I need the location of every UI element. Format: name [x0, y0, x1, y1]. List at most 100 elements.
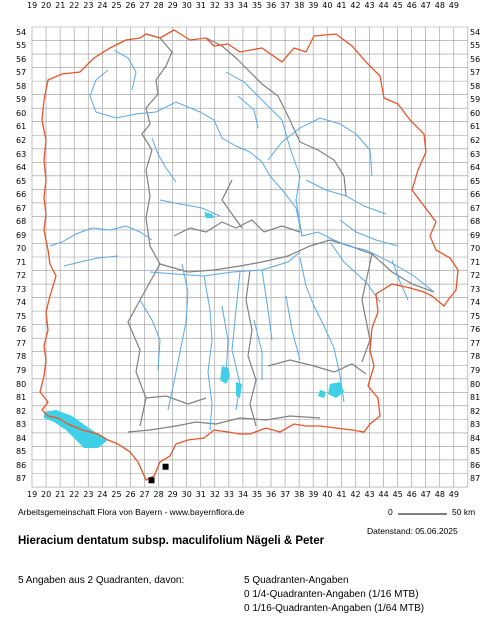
y-axis-label: 81	[16, 393, 27, 403]
x-axis-label: 43	[364, 490, 375, 499]
x-axis-label: 46	[406, 490, 417, 499]
x-axis-label: 34	[237, 1, 249, 10]
y-axis-label: 74	[16, 298, 27, 308]
x-axis-label: 39	[308, 490, 319, 499]
x-axis-label: 22	[69, 1, 80, 10]
y-axis-label: 55	[16, 41, 27, 51]
x-axis-label: 28	[153, 490, 164, 499]
x-axis-label: 42	[350, 490, 361, 499]
y-axis-label: 69	[470, 230, 481, 240]
x-axis-label: 45	[392, 1, 403, 10]
y-axis-label: 78	[16, 352, 27, 362]
y-axis-label: 77	[16, 338, 27, 348]
y-axis-label: 84	[470, 433, 481, 443]
x-axis-label: 35	[251, 1, 263, 10]
data-date: Datenstand: 05.06.2025	[367, 526, 458, 536]
occurrence-markers	[148, 463, 169, 484]
y-axis-label: 83	[470, 420, 481, 430]
y-axis-label: 79	[470, 366, 481, 375]
x-axis-label: 27	[139, 490, 150, 499]
quadrant-count: 5 Quadranten-Angaben	[244, 575, 349, 586]
credit-text: Arbeitsgemeinschaft Flora von Bayern - w…	[18, 507, 245, 517]
y-axis-label: 66	[470, 190, 481, 200]
y-axis-label: 78	[470, 352, 481, 362]
x-axis-label: 24	[97, 1, 108, 10]
x-axis-label: 36	[266, 490, 277, 499]
y-axis-label: 65	[470, 176, 481, 186]
y-axis-label: 80	[16, 379, 27, 389]
x-axis-label: 37	[280, 1, 291, 10]
occurrence-marker	[148, 477, 155, 484]
x-axis-label: 44	[378, 1, 389, 10]
x-axis-label: 46	[406, 1, 417, 10]
x-axis-label: 40	[322, 490, 333, 499]
x-axis-label: 40	[322, 1, 333, 10]
y-axis-label: 82	[470, 406, 481, 416]
y-axis-label: 77	[470, 338, 481, 348]
y-axis-label: 68	[16, 217, 27, 227]
y-axis-label: 79	[16, 366, 27, 375]
y-axis-label: 75	[470, 311, 481, 321]
y-axis-label: 55	[470, 41, 481, 51]
y-axis-label: 85	[16, 447, 27, 457]
x-axis-label: 48	[434, 1, 445, 10]
y-axis-label: 56	[470, 54, 481, 64]
y-axis-label: 62	[16, 136, 27, 145]
x-axis-label: 23	[83, 1, 94, 10]
x-axis-label: 47	[420, 490, 431, 499]
y-axis-label: 59	[470, 95, 481, 105]
y-axis-label: 64	[16, 163, 27, 173]
y-axis-label: 61	[16, 122, 27, 132]
y-axis-label: 72	[470, 271, 481, 281]
y-axis-label: 84	[16, 433, 27, 443]
x-axis-label: 27	[139, 1, 150, 10]
x-axis-label: 24	[97, 490, 108, 499]
x-axis-label: 39	[308, 1, 319, 10]
y-axis-label: 62	[470, 136, 481, 145]
y-axis-label: 57	[470, 68, 481, 78]
x-axis-label: 41	[336, 1, 347, 10]
scale-start-label: 0	[388, 507, 393, 517]
x-axis-label: 20	[41, 490, 52, 499]
x-axis-label: 33	[223, 490, 235, 499]
quarter-quadrant-count: 0 1/4-Quadranten-Angaben (1/16 MTB)	[244, 589, 419, 600]
x-axis-label: 42	[350, 1, 361, 10]
y-axis-label: 85	[470, 447, 481, 457]
y-axis-label: 66	[16, 190, 27, 200]
y-axis-label: 58	[16, 81, 27, 91]
x-axis-label: 28	[153, 1, 164, 10]
y-axis-label: 65	[16, 176, 27, 186]
x-axis-label: 32	[209, 490, 220, 499]
x-axis-label: 45	[392, 490, 403, 499]
y-axis-label: 69	[16, 230, 27, 240]
y-axis-label: 63	[470, 149, 481, 159]
x-axis-label: 29	[167, 1, 178, 10]
grid-lines	[31, 26, 469, 488]
x-axis-label: 31	[195, 490, 206, 499]
x-axis-label: 31	[195, 1, 206, 10]
x-axis-label: 23	[83, 490, 94, 499]
y-axis-label: 73	[470, 284, 481, 294]
x-axis-label: 21	[55, 1, 66, 10]
x-axis-label: 48	[434, 490, 445, 499]
x-axis-label: 25	[111, 490, 122, 499]
y-axis-label: 56	[16, 54, 27, 64]
x-axis-label: 26	[125, 1, 136, 10]
y-axis-label: 60	[470, 108, 481, 118]
y-axis-label: 71	[470, 257, 481, 267]
y-axis-label: 63	[16, 149, 27, 159]
x-axis-label: 26	[125, 490, 136, 499]
y-axis-label: 54	[16, 27, 27, 37]
y-axis-label: 58	[470, 81, 481, 91]
y-axis-label: 70	[470, 244, 481, 254]
x-axis-label: 47	[420, 1, 431, 10]
y-axis-label: 64	[470, 163, 481, 173]
x-axis-label: 29	[167, 490, 178, 499]
y-axis-label: 57	[16, 68, 27, 78]
x-axis-label: 38	[294, 1, 305, 10]
y-axis-label: 74	[470, 298, 481, 308]
x-axis-label: 35	[251, 490, 263, 499]
rivers	[49, 49, 435, 431]
y-axis-label: 73	[16, 284, 27, 294]
x-axis-label: 43	[364, 1, 375, 10]
